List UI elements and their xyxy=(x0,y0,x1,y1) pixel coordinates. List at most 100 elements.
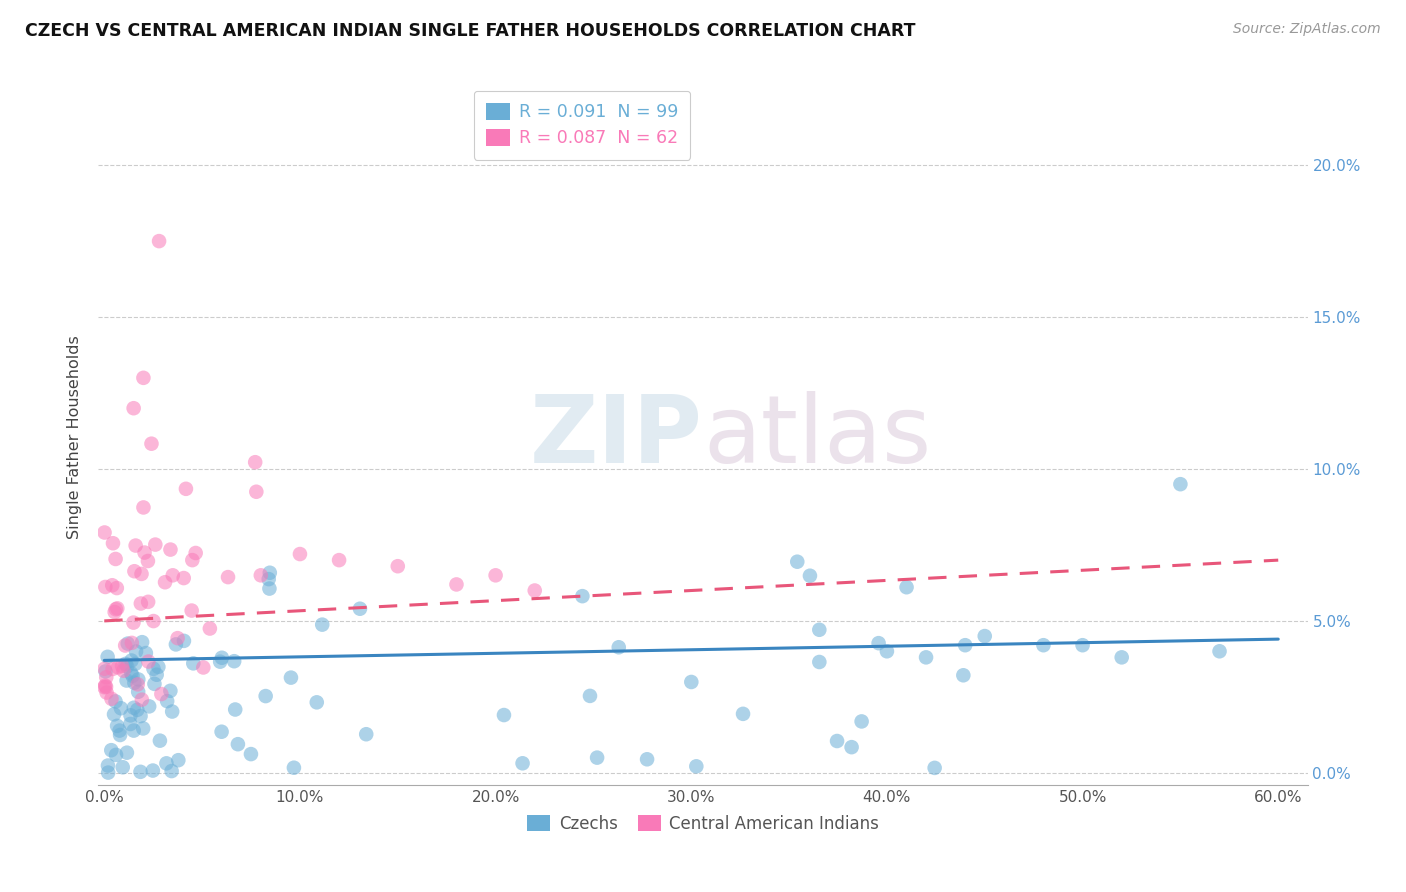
Point xyxy=(121,669,143,683)
Point xyxy=(129,764,152,779)
Point xyxy=(142,764,165,778)
Point xyxy=(160,705,183,719)
Point xyxy=(94,680,117,694)
Point xyxy=(100,691,122,706)
Point xyxy=(224,702,246,716)
Point xyxy=(808,623,831,637)
Point xyxy=(953,638,976,652)
Point xyxy=(145,667,167,681)
Point xyxy=(523,583,546,598)
Point xyxy=(93,662,115,676)
Point xyxy=(132,722,155,736)
Point xyxy=(198,622,221,636)
Point xyxy=(446,577,468,591)
Point xyxy=(94,580,117,594)
Point xyxy=(1111,650,1133,665)
Point xyxy=(143,538,166,552)
Point xyxy=(120,666,142,681)
Legend: Czechs, Central American Indians: Czechs, Central American Indians xyxy=(520,808,886,839)
Point xyxy=(155,756,177,771)
Point xyxy=(96,685,118,699)
Point xyxy=(924,761,946,775)
Point xyxy=(685,759,707,773)
Point xyxy=(101,662,124,676)
Point xyxy=(571,589,593,603)
Point xyxy=(288,547,311,561)
Point xyxy=(115,746,138,760)
Text: atlas: atlas xyxy=(703,391,931,483)
Point xyxy=(138,699,160,714)
Point xyxy=(311,617,333,632)
Point xyxy=(124,675,146,690)
Point xyxy=(105,747,128,762)
Point xyxy=(97,765,120,780)
Point xyxy=(181,553,204,567)
Point xyxy=(117,637,139,651)
Point xyxy=(114,657,136,671)
Point xyxy=(127,677,149,691)
Point xyxy=(492,708,515,723)
Point xyxy=(636,752,658,766)
Point xyxy=(193,660,215,674)
Point xyxy=(148,234,170,248)
Point xyxy=(111,760,134,774)
Point xyxy=(159,542,181,557)
Point xyxy=(105,581,128,595)
Point xyxy=(786,555,808,569)
Point xyxy=(150,687,173,701)
Point xyxy=(166,631,188,645)
Point xyxy=(108,723,131,738)
Point xyxy=(211,650,233,665)
Point xyxy=(124,657,146,671)
Point xyxy=(100,743,122,757)
Point xyxy=(132,500,155,515)
Point xyxy=(127,673,149,687)
Point xyxy=(1170,477,1192,491)
Point xyxy=(484,568,506,582)
Point xyxy=(135,646,157,660)
Point xyxy=(209,655,232,669)
Point xyxy=(174,482,197,496)
Point xyxy=(107,660,129,674)
Point xyxy=(160,764,183,778)
Point xyxy=(259,582,281,596)
Point xyxy=(173,633,195,648)
Point xyxy=(103,707,125,722)
Point xyxy=(104,552,127,566)
Point xyxy=(94,679,117,693)
Point xyxy=(167,753,190,767)
Point xyxy=(283,761,305,775)
Point xyxy=(104,602,127,616)
Point xyxy=(180,603,202,617)
Point xyxy=(217,570,239,584)
Point xyxy=(120,717,142,731)
Point xyxy=(124,564,146,578)
Y-axis label: Single Father Households: Single Father Households xyxy=(67,335,83,539)
Point xyxy=(122,723,145,738)
Point xyxy=(131,692,153,706)
Point xyxy=(952,668,974,682)
Point xyxy=(851,714,873,729)
Point xyxy=(136,554,159,568)
Point xyxy=(387,559,409,574)
Point xyxy=(226,737,249,751)
Point xyxy=(586,750,609,764)
Point xyxy=(125,644,148,658)
Point xyxy=(224,654,246,668)
Point xyxy=(120,708,142,723)
Point xyxy=(121,636,143,650)
Point xyxy=(134,545,156,559)
Point xyxy=(173,571,195,585)
Point xyxy=(148,660,170,674)
Point xyxy=(328,553,350,567)
Point xyxy=(115,659,138,673)
Point xyxy=(115,673,138,688)
Point xyxy=(97,758,120,772)
Point xyxy=(280,671,302,685)
Point xyxy=(915,650,938,665)
Point xyxy=(254,689,277,703)
Point xyxy=(101,578,124,592)
Point xyxy=(876,644,898,658)
Point xyxy=(124,539,146,553)
Point xyxy=(512,756,534,771)
